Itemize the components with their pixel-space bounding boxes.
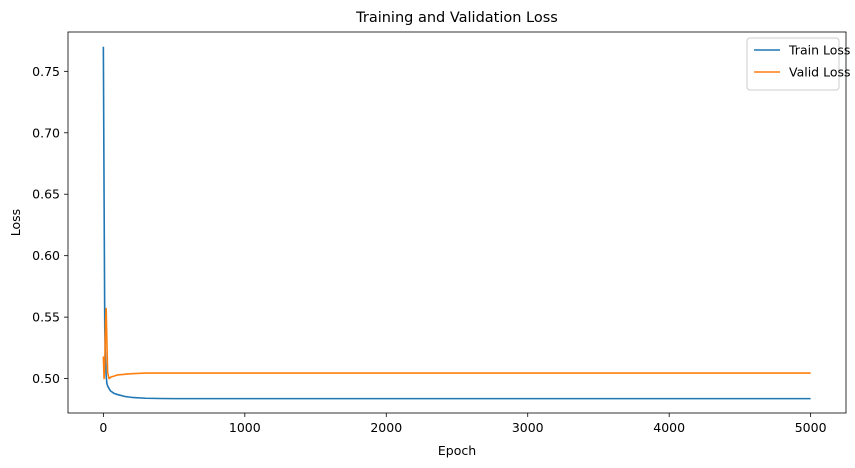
- y-axis-title: Loss: [8, 209, 23, 236]
- legend-label: Train Loss: [788, 43, 850, 58]
- y-tick-label: 0.60: [32, 248, 60, 263]
- x-tick-label: 2000: [370, 420, 402, 435]
- plot-frame: [67, 31, 847, 414]
- x-axis-title: Epoch: [438, 443, 476, 458]
- y-tick-label: 0.75: [32, 64, 60, 79]
- chart-title: Training and Validation Loss: [355, 10, 558, 26]
- x-tick-label: 4000: [653, 420, 685, 435]
- y-tick-label: 0.50: [32, 371, 60, 386]
- x-tick-label: 0: [99, 420, 107, 435]
- y-tick-label: 0.65: [32, 187, 60, 202]
- series-lines: [102, 46, 811, 400]
- y-tick-label: 0.70: [32, 125, 60, 140]
- legend-label: Valid Loss: [789, 65, 851, 80]
- x-tick-label: 5000: [795, 420, 827, 435]
- y-tick-label: 0.55: [32, 310, 60, 325]
- axis-ticks: 0 1000 2000 3000 4000 5000 0.50 0.55 0.60 0.65 0.7…: [32, 64, 826, 435]
- x-tick-label: 3000: [512, 420, 544, 435]
- legend-box: [746, 37, 840, 91]
- series-line-valid-loss: [102, 307, 811, 380]
- legend: Train Loss Valid Loss: [746, 37, 851, 91]
- series-line-train-loss: [102, 46, 811, 400]
- x-tick-label: 1000: [229, 420, 261, 435]
